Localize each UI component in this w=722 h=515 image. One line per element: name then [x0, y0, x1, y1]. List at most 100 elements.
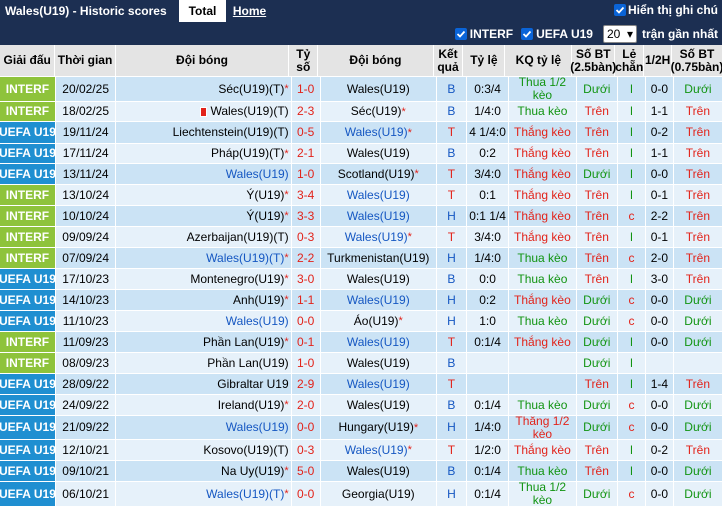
home-team[interactable]: Ý(U19) *	[116, 206, 292, 226]
match-score[interactable]: 2-1	[291, 144, 321, 163]
home-team[interactable]: Montenegro(U19) *	[116, 269, 292, 289]
away-team[interactable]: Áo(U19) *	[320, 311, 437, 331]
league-badge[interactable]: UEFA U19	[0, 395, 56, 415]
home-team[interactable]: Wales(U19)	[116, 164, 292, 184]
filter-uefa[interactable]: UEFA U19	[521, 27, 593, 41]
away-team-name[interactable]: Wales(U19)	[346, 463, 410, 478]
home-team-name[interactable]: Wales(U19)(T)	[206, 486, 285, 501]
match-score[interactable]: 0-0	[291, 416, 321, 439]
home-team-name[interactable]: Wales(U19)(T)	[210, 104, 289, 118]
away-team-name[interactable]: Wales(U19)	[346, 146, 410, 160]
tab-total[interactable]: Total	[179, 0, 226, 22]
home-team-name[interactable]: Phần Lan(U19)	[203, 334, 285, 349]
away-team-name[interactable]: Wales(U19)	[344, 125, 408, 139]
match-score[interactable]: 2-0	[291, 395, 321, 415]
home-team-name[interactable]: Ý(U19)	[246, 187, 285, 202]
match-score[interactable]: 5-0	[291, 461, 321, 481]
league-badge[interactable]: INTERF	[0, 227, 56, 247]
home-team-name[interactable]: Wales(U19)(T)	[206, 250, 285, 265]
match-score[interactable]: 0-3	[291, 440, 321, 460]
home-team-name[interactable]: Pháp(U19)(T)	[211, 146, 285, 160]
away-team[interactable]: Turkmenistan(U19)	[320, 248, 437, 268]
league-badge[interactable]: UEFA U19	[0, 290, 56, 310]
home-team-name[interactable]: Wales(U19)	[225, 420, 289, 434]
home-team-name[interactable]: Ý(U19)	[246, 208, 285, 223]
home-team[interactable]: Phần Lan(U19)	[116, 353, 292, 373]
match-score[interactable]: 1-0	[291, 164, 321, 184]
home-team-name[interactable]: Kosovo(U19)(T)	[203, 442, 289, 457]
home-team-name[interactable]: Azerbaijan(U19)(T)	[186, 229, 289, 244]
league-badge[interactable]: UEFA U19	[0, 164, 56, 184]
home-team[interactable]: Gibraltar U19	[116, 374, 292, 394]
away-team[interactable]: Georgia(U19)	[320, 482, 437, 506]
checkbox-icon[interactable]	[614, 4, 626, 16]
home-team[interactable]: Na Uy(U19) *	[116, 461, 292, 481]
away-team[interactable]: Wales(U19) *	[320, 440, 437, 460]
away-team-name[interactable]: Wales(U19)	[346, 334, 410, 349]
away-team-name[interactable]: Wales(U19)	[346, 355, 410, 370]
away-team-name[interactable]: Séc(U19)	[350, 104, 402, 118]
home-team[interactable]: Wales(U19)(T) *	[116, 248, 292, 268]
match-score[interactable]: 0-3	[291, 227, 321, 247]
home-team[interactable]: Wales(U19)(T) *	[116, 482, 292, 506]
match-score[interactable]: 2-2	[291, 248, 321, 268]
away-team[interactable]: Wales(U19)	[320, 395, 437, 415]
match-score[interactable]: 1-0	[291, 353, 321, 373]
match-score[interactable]: 1-0	[291, 77, 321, 101]
home-team-name[interactable]: Wales(U19)	[225, 313, 289, 328]
away-team[interactable]: Wales(U19)	[320, 290, 437, 310]
away-team[interactable]: Wales(U19) *	[320, 227, 437, 247]
league-badge[interactable]: UEFA U19	[0, 461, 56, 481]
league-badge[interactable]: UEFA U19	[0, 144, 56, 163]
match-score[interactable]: 0-0	[291, 311, 321, 331]
league-badge[interactable]: UEFA U19	[0, 122, 56, 143]
league-badge[interactable]: UEFA U19	[0, 374, 56, 394]
home-team-name[interactable]: Séc(U19)(T)	[218, 81, 285, 96]
league-badge[interactable]: INTERF	[0, 353, 56, 373]
home-team[interactable]: Wales(U19)	[116, 416, 292, 439]
away-team[interactable]: Wales(U19)	[320, 353, 437, 373]
home-team[interactable]: Ireland(U19) *	[116, 395, 292, 415]
away-team[interactable]: Wales(U19)	[320, 461, 437, 481]
league-badge[interactable]: INTERF	[0, 332, 56, 352]
match-score[interactable]: 2-3	[291, 102, 321, 121]
away-team[interactable]: Scotland(U19) *	[320, 164, 437, 184]
match-count-select[interactable]: 20 ▾	[602, 24, 637, 43]
home-team-name[interactable]: Anh(U19)	[233, 292, 285, 307]
away-team-name[interactable]: Scotland(U19)	[337, 166, 415, 181]
match-score[interactable]: 3-4	[291, 185, 321, 205]
home-team-name[interactable]: Na Uy(U19)	[221, 463, 285, 478]
home-team[interactable]: Liechtenstein(U19)(T)	[116, 122, 292, 143]
show-notes-toggle[interactable]: Hiển thị ghi chú	[614, 0, 722, 22]
home-team[interactable]: Séc(U19)(T) *	[116, 77, 292, 101]
away-team-name[interactable]: Wales(U19)	[346, 208, 410, 223]
away-team[interactable]: Wales(U19) *	[320, 122, 437, 143]
away-team[interactable]: Wales(U19)	[320, 185, 437, 205]
league-badge[interactable]: INTERF	[0, 206, 56, 226]
home-team-name[interactable]: Montenegro(U19)	[190, 271, 285, 286]
tab-home[interactable]: Home	[232, 4, 267, 18]
match-score[interactable]: 0-0	[291, 482, 321, 506]
home-team-name[interactable]: Ireland(U19)	[217, 397, 285, 412]
away-team-name[interactable]: Wales(U19)	[346, 292, 410, 307]
home-team[interactable]: Wales(U19)(T)	[116, 102, 292, 121]
home-team-name[interactable]: Liechtenstein(U19)(T)	[172, 125, 289, 139]
home-team[interactable]: Ý(U19) *	[116, 185, 292, 205]
away-team-name[interactable]: Hungary(U19)	[338, 420, 414, 434]
checkbox-icon[interactable]	[521, 28, 534, 40]
filter-interf[interactable]: INTERF	[454, 27, 513, 41]
away-team[interactable]: Hungary(U19) *	[320, 416, 437, 439]
league-badge[interactable]: INTERF	[0, 102, 56, 121]
away-team[interactable]: Wales(U19)	[320, 77, 437, 101]
home-team-name[interactable]: Wales(U19)	[225, 166, 289, 181]
away-team[interactable]: Wales(U19)	[320, 144, 437, 163]
league-badge[interactable]: UEFA U19	[0, 416, 56, 439]
away-team-name[interactable]: Wales(U19)	[346, 187, 410, 202]
match-score[interactable]: 1-1	[291, 290, 321, 310]
league-badge[interactable]: INTERF	[0, 248, 56, 268]
away-team[interactable]: Wales(U19)	[320, 206, 437, 226]
match-score[interactable]: 0-5	[291, 122, 321, 143]
away-team-name[interactable]: Wales(U19)	[346, 397, 410, 412]
away-team[interactable]: Wales(U19)	[320, 269, 437, 289]
match-score[interactable]: 0-1	[291, 332, 321, 352]
